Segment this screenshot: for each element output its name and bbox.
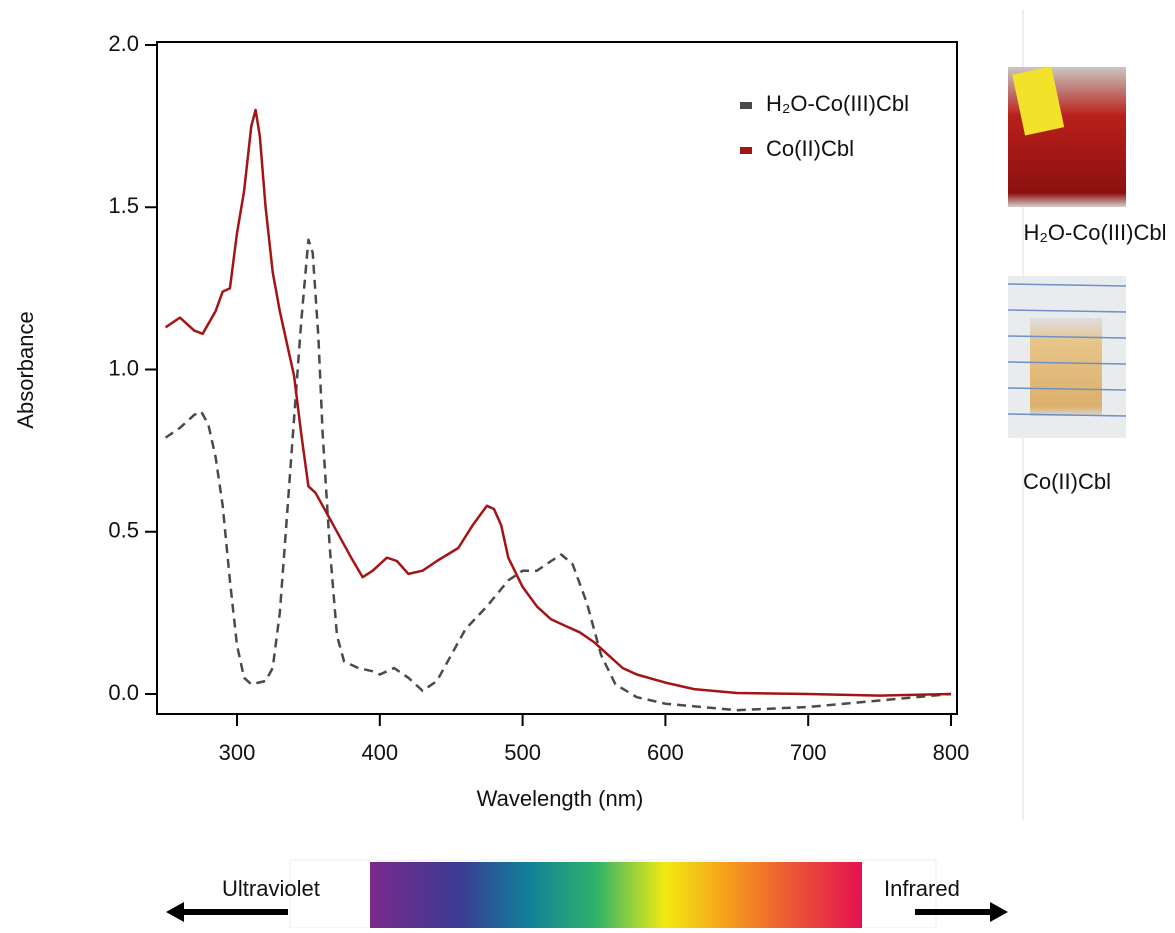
series-line	[164, 108, 952, 697]
x-tick-label: 600	[647, 740, 684, 765]
y-tick-label: 2.0	[108, 31, 139, 56]
photo-1	[1008, 66, 1126, 207]
x-tick-label: 400	[361, 740, 398, 765]
legend-swatch	[740, 147, 752, 154]
y-tick-label: 0.0	[108, 680, 139, 705]
y-axis-title: Absorbance	[13, 311, 38, 428]
y-tick-label: 0.5	[108, 518, 139, 543]
spectrum-label: Infrared	[884, 876, 960, 901]
photo-caption: Co(II)Cbl	[1023, 469, 1111, 494]
y-tick-label: 1.0	[108, 355, 139, 380]
legend-swatch	[740, 102, 752, 109]
photo-caption: H₂O-Co(III)Cbl	[1024, 220, 1167, 245]
spectrum-label: Ultraviolet	[222, 876, 320, 901]
x-tick-label: 800	[933, 740, 970, 765]
x-axis-title: Wavelength (nm)	[477, 786, 644, 811]
arrow	[166, 902, 288, 922]
x-tick-label: 300	[219, 740, 256, 765]
series-line	[164, 238, 952, 712]
plot-frame	[156, 41, 958, 715]
y-tick-label: 1.5	[108, 193, 139, 218]
spectrum-bar	[370, 862, 862, 928]
legend-label: H₂O-Co(III)Cbl	[766, 91, 909, 116]
photo-2	[1007, 276, 1127, 438]
x-tick-label: 700	[790, 740, 827, 765]
legend-label: Co(II)Cbl	[766, 136, 854, 161]
x-tick-label: 500	[504, 740, 541, 765]
arrow	[915, 902, 1008, 922]
